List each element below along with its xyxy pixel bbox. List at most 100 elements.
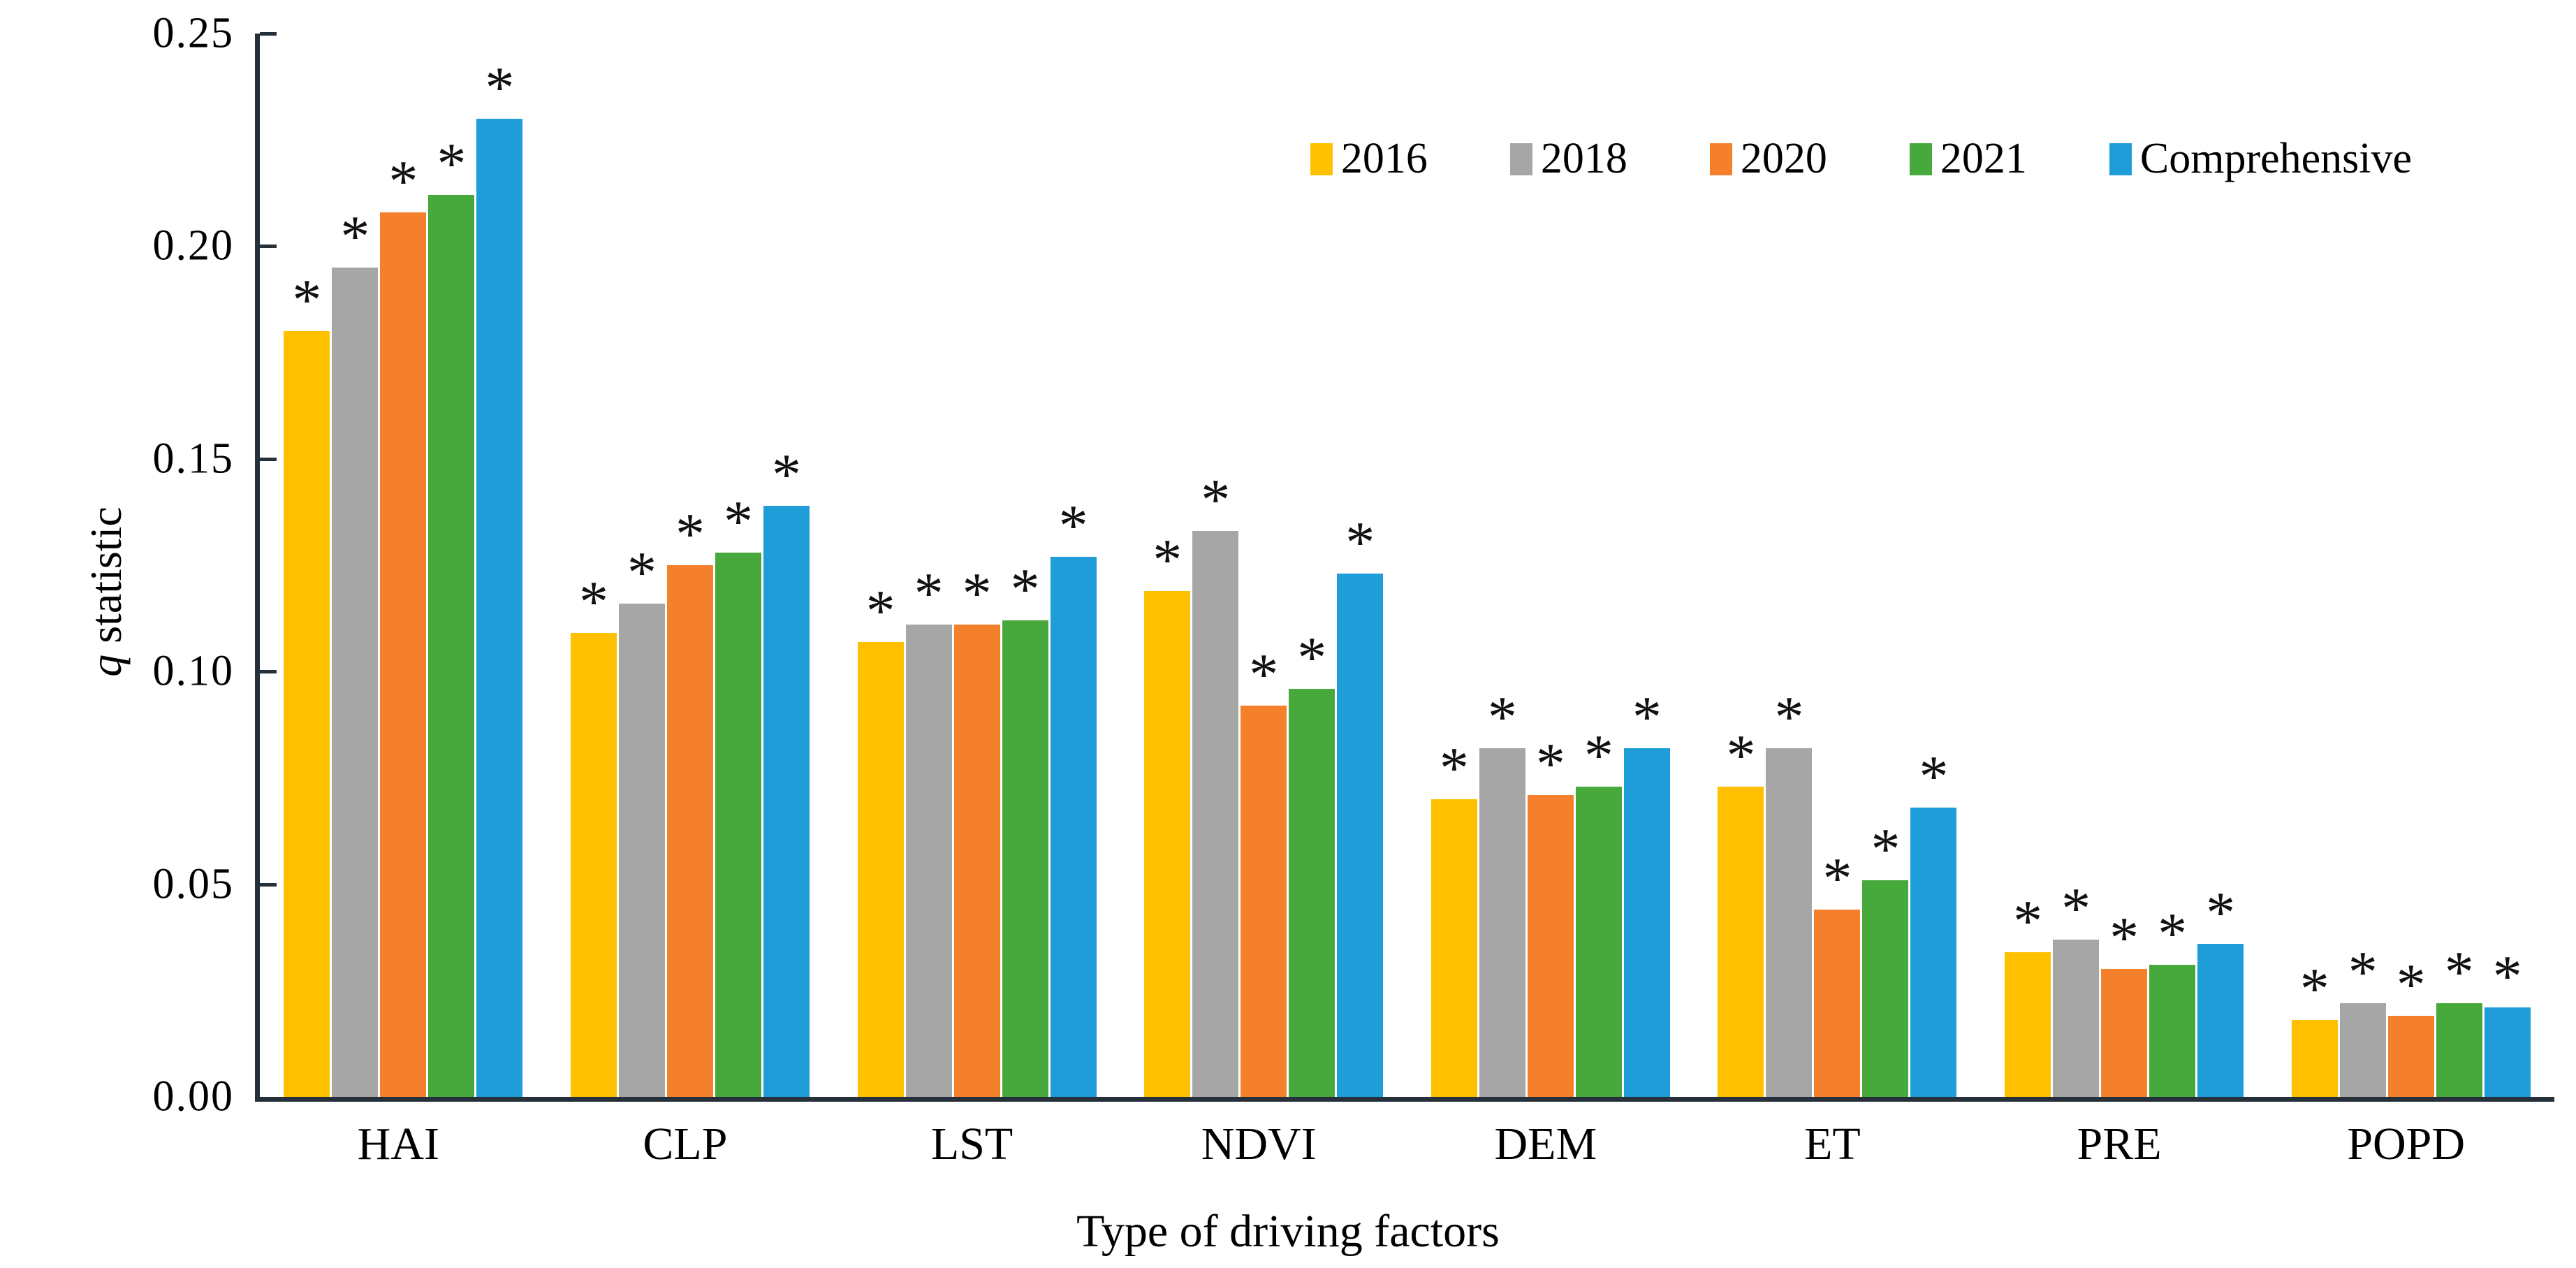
significance-star-HAI-Comprehensive: * [485,54,515,120]
y-tick-label-0.15: 0.15 [152,435,234,483]
legend-label-2020: 2020 [1740,135,1827,182]
significance-star-NDVI-2020: * [1249,641,1279,707]
significance-star-LST-2020: * [962,561,992,627]
significance-star-ET-2018: * [1774,684,1804,750]
significance-star-ET-Comprehensive: * [1919,744,1949,810]
significance-star-LST-2016: * [865,578,895,643]
legend-swatch-2021 [1909,143,1932,175]
bar-groups: * * * * * * * * * * * * * * * * * * * * * * * * * * * * * * * * * * * * * * * * [260,34,2554,1097]
significance-star-DEM-2016: * [1439,735,1469,801]
significance-star-HAI-2020: * [388,148,418,214]
bar-group-NDVI: * * * * * [1120,34,1407,1097]
significance-star-CLP-2016: * [578,569,608,635]
bar-LST-Comprehensive: * [1050,496,1097,1097]
bar-CLP-2021: * [715,492,761,1097]
bar-group-CLP: * * * * * [547,34,834,1097]
significance-star-NDVI-Comprehensive: * [1345,510,1375,576]
bar-CLP-2018: * [618,543,665,1097]
y-tick-label-0.05: 0.05 [152,860,234,908]
x-tick-label-LST: LST [930,1118,1013,1169]
bar-NDVI-Comprehensive: * [1337,513,1384,1097]
bar-HAI-2016: * [284,271,330,1097]
y-tick-mark-0.25 [260,32,277,36]
legend-swatch-2016 [1310,143,1333,175]
significance-star-POPD-2018: * [2348,940,2378,1005]
bar-CLP-Comprehensive: * [763,445,810,1097]
plot-area: * * * * * * * * * * * * * * * * * * * * * * * * * * * * * * * * * * * * * * * * [255,32,2554,1102]
bar-CLP-2020: * [666,505,713,1097]
bar-POPD-Comprehensive: * [2484,947,2531,1097]
significance-star-PRE-2016: * [2013,889,2043,954]
y-tick-mark-0.10 [260,670,277,674]
legend-label-Comprehensive: Comprehensive [2139,135,2412,182]
bar-POPD-2018: * [2339,943,2386,1097]
bar-DEM-2021: * [1575,726,1622,1097]
significance-star-HAI-2016: * [292,268,322,333]
y-tick-mark-0.05 [260,882,277,887]
significance-star-DEM-Comprehensive: * [1632,684,1662,750]
significance-star-POPD-2020: * [2396,952,2426,1018]
bar-ET-2020: * [1814,850,1861,1097]
y-tick-label-0.10: 0.10 [152,647,234,695]
significance-star-PRE-Comprehensive: * [2206,880,2236,945]
x-tick-label-POPD: POPD [2347,1118,2466,1169]
bar-PRE-2016: * [2005,892,2051,1097]
legend-swatch-2020 [1709,143,1732,175]
significance-star-NDVI-2018: * [1201,467,1231,533]
legend-item-2021: 2021 [1909,134,2027,184]
bar-HAI-2020: * [380,152,427,1097]
bar-HAI-Comprehensive: * [476,58,523,1097]
bar-DEM-2018: * [1479,687,1525,1097]
y-tick-mark-0.15 [260,457,277,461]
significance-star-HAI-2018: * [340,203,370,269]
legend-swatch-2018 [1509,143,1532,175]
x-tick-label-NDVI: NDVI [1201,1118,1317,1169]
bar-POPD-2021: * [2436,943,2482,1097]
bar-NDVI-2018: * [1192,471,1239,1097]
bar-DEM-2020: * [1527,734,1574,1097]
bar-HAI-2018: * [332,207,379,1097]
y-tick-label-0.00: 0.00 [152,1072,234,1121]
bar-DEM-2016: * [1430,738,1477,1097]
bar-LST-2018: * [905,564,952,1097]
bar-ET-2021: * [1862,819,1909,1097]
significance-star-CLP-Comprehensive: * [771,442,801,507]
y-axis-title-rest: statistic [80,507,131,655]
bar-PRE-2018: * [2053,879,2100,1097]
significance-star-DEM-2020: * [1535,731,1565,796]
bar-PRE-Comprehensive: * [2197,883,2244,1097]
significance-star-POPD-2016: * [2299,956,2329,1022]
significance-star-LST-2021: * [1010,557,1040,622]
significance-star-PRE-2020: * [2109,905,2139,971]
significance-star-NDVI-2016: * [1152,527,1183,592]
legend-label-2018: 2018 [1540,135,1627,182]
legend-item-2018: 2018 [1509,134,1627,184]
bar-group-HAI: * * * * * [260,34,547,1097]
legend-label-2021: 2021 [1940,135,2027,182]
bar-POPD-2016: * [2291,960,2338,1097]
bar-ET-2018: * [1766,687,1813,1097]
bar-PRE-2021: * [2149,905,2196,1097]
bar-ET-2016: * [1718,726,1764,1097]
legend-item-2020: 2020 [1709,134,1827,184]
bar-HAI-2021: * [428,135,475,1097]
significance-star-POPD-Comprehensive: * [2492,944,2522,1010]
bar-NDVI-2021: * [1289,628,1335,1097]
y-tick-label-0.25: 0.25 [152,9,234,57]
legend-item-2016: 2016 [1310,134,1428,184]
significance-star-POPD-2021: * [2444,940,2474,1005]
x-axis-title: Type of driving factors [1076,1206,1500,1257]
y-tick-label-0.20: 0.20 [152,221,234,270]
bar-NDVI-2016: * [1144,530,1191,1097]
bar-group-POPD: * * * * * [2267,34,2554,1097]
bar-group-DEM: * * * * * [1407,34,1695,1097]
bar-LST-2016: * [857,581,904,1097]
bar-LST-2021: * [1002,560,1048,1097]
significance-star-ET-2021: * [1871,816,1901,882]
bar-group-ET: * * * * * [1694,34,1981,1097]
bar-DEM-Comprehensive: * [1623,687,1670,1097]
significance-star-DEM-2018: * [1487,684,1517,750]
significance-star-PRE-2021: * [2158,901,2188,967]
significance-star-DEM-2021: * [1583,722,1613,788]
